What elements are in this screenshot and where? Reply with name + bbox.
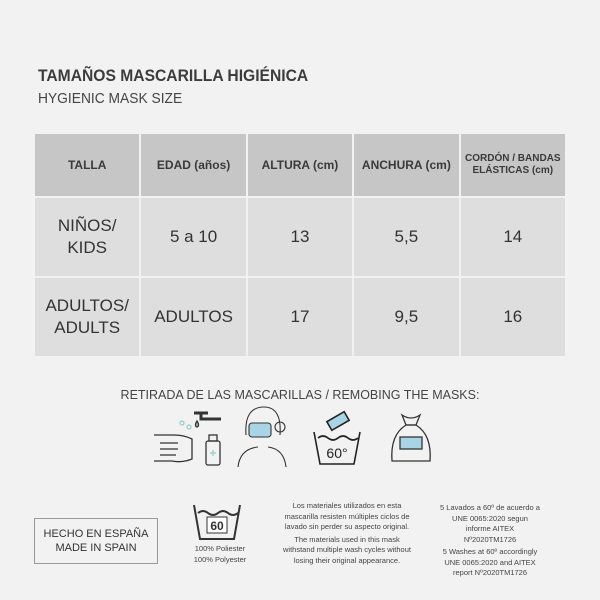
header-size: TALLA xyxy=(35,134,140,196)
header-cord: CORDÓN / BANDAS ELÁSTICAS (cm) xyxy=(460,134,565,196)
cell: 9,5 xyxy=(354,278,459,356)
removal-title: RETIRADA DE LAS MASCARILLAS / REMOBING T… xyxy=(120,388,480,402)
wash-temp-label: 60° xyxy=(326,445,347,461)
table-row: NIÑOS/ KIDS 5 a 10 13 5,5 14 xyxy=(35,198,565,276)
washes-text-es: 5 Lavados a 60º de acuerdo a UNE 0065:20… xyxy=(440,503,540,544)
made-en: MADE IN SPAIN xyxy=(55,542,137,554)
material-es: 100% Poliester xyxy=(194,544,246,553)
cell: 16 xyxy=(460,278,565,356)
cell: NIÑOS/ KIDS xyxy=(35,198,140,276)
person-mask-icon xyxy=(237,406,287,467)
cell: 5 a 10 xyxy=(141,198,246,276)
page-subtitle: HYGIENIC MASK SIZE xyxy=(38,90,183,107)
hand-washing-icon xyxy=(154,411,221,466)
table-header-row: TALLA EDAD (años) ALTURA (cm) ANCHURA (c… xyxy=(35,134,565,196)
wash-60-symbol-icon: 60 xyxy=(193,504,241,540)
wash-60-icon: 60° xyxy=(313,410,361,465)
header-height: ALTURA (cm) xyxy=(247,134,353,196)
cell: ADULTOS xyxy=(141,278,246,356)
materials-text-es: Los materiales utilizados en esta mascar… xyxy=(284,501,410,531)
bag-icon xyxy=(391,413,431,462)
cell: 17 xyxy=(247,278,353,356)
page-title: TAMAÑOS MASCARILLA HIGIÉNICA xyxy=(38,66,309,85)
washes-text-en: 5 Washes at 60º accordingly UNE 0065:202… xyxy=(442,547,538,577)
cell: 5,5 xyxy=(354,198,459,276)
material-en: 100% Polyester xyxy=(193,554,247,564)
cell: ADULTOS/ ADULTS xyxy=(35,278,140,356)
made-in-spain-badge: HECHO EN ESPAÑA MADE IN SPAIN xyxy=(34,518,158,564)
table-row: ADULTOS/ ADULTS ADULTOS 17 9,5 16 xyxy=(35,278,565,356)
size-table: TALLA EDAD (años) ALTURA (cm) ANCHURA (c… xyxy=(33,132,567,358)
materials-text-en: The materials used in this mask withstan… xyxy=(283,534,411,565)
cell: 13 xyxy=(247,198,353,276)
cell: 14 xyxy=(460,198,565,276)
wash-label: 60 xyxy=(210,519,224,533)
header-width: ANCHURA (cm) xyxy=(354,134,459,196)
made-es: HECHO EN ESPAÑA xyxy=(43,528,149,540)
header-age: EDAD (años) xyxy=(141,134,246,196)
